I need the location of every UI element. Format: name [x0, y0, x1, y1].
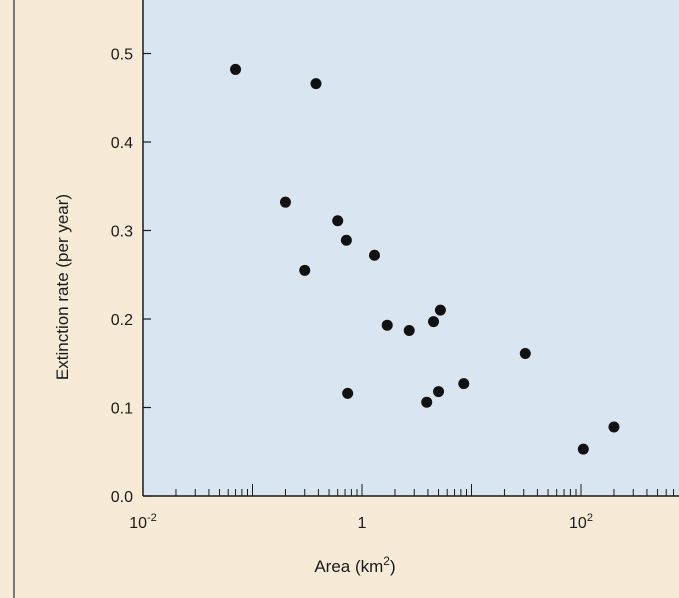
data-point [381, 319, 393, 331]
y-tick-label: 0.4 [111, 135, 133, 152]
x-axis-ticks: 10-2 1 102 [129, 484, 675, 532]
data-point [428, 316, 440, 328]
y-tick-label: 0.3 [111, 224, 133, 241]
data-point [608, 421, 620, 433]
y-tick-label: 0.2 [111, 312, 133, 329]
data-point [332, 215, 344, 227]
y-tick-label: 0.5 [111, 47, 133, 64]
data-point [299, 264, 311, 276]
plot-area [143, 0, 679, 496]
data-point [230, 63, 242, 75]
x-tick-label: 102 [569, 512, 593, 532]
data-points [230, 63, 620, 455]
data-point [368, 249, 380, 261]
data-point [434, 304, 446, 316]
data-point [458, 378, 470, 390]
y-tick-label: 0.0 [111, 489, 133, 506]
data-point [340, 234, 352, 246]
x-tick-label: 10-2 [129, 512, 157, 532]
data-point [310, 78, 322, 90]
data-point [577, 443, 589, 455]
axes [142, 0, 679, 497]
x-axis-label: Area (km2) [314, 554, 395, 576]
data-point [433, 386, 445, 398]
y-tick-label: 0.1 [111, 401, 133, 418]
y-axis-label: Extinction rate (per year) [53, 194, 72, 380]
data-point [519, 348, 531, 360]
data-point [279, 196, 291, 208]
y-axis-ticks: 0.0 0.1 0.2 0.3 0.4 0.5 [111, 47, 151, 506]
data-point [421, 396, 433, 408]
data-point [342, 387, 354, 399]
x-tick-label: 1 [358, 515, 367, 532]
data-point [403, 325, 415, 337]
